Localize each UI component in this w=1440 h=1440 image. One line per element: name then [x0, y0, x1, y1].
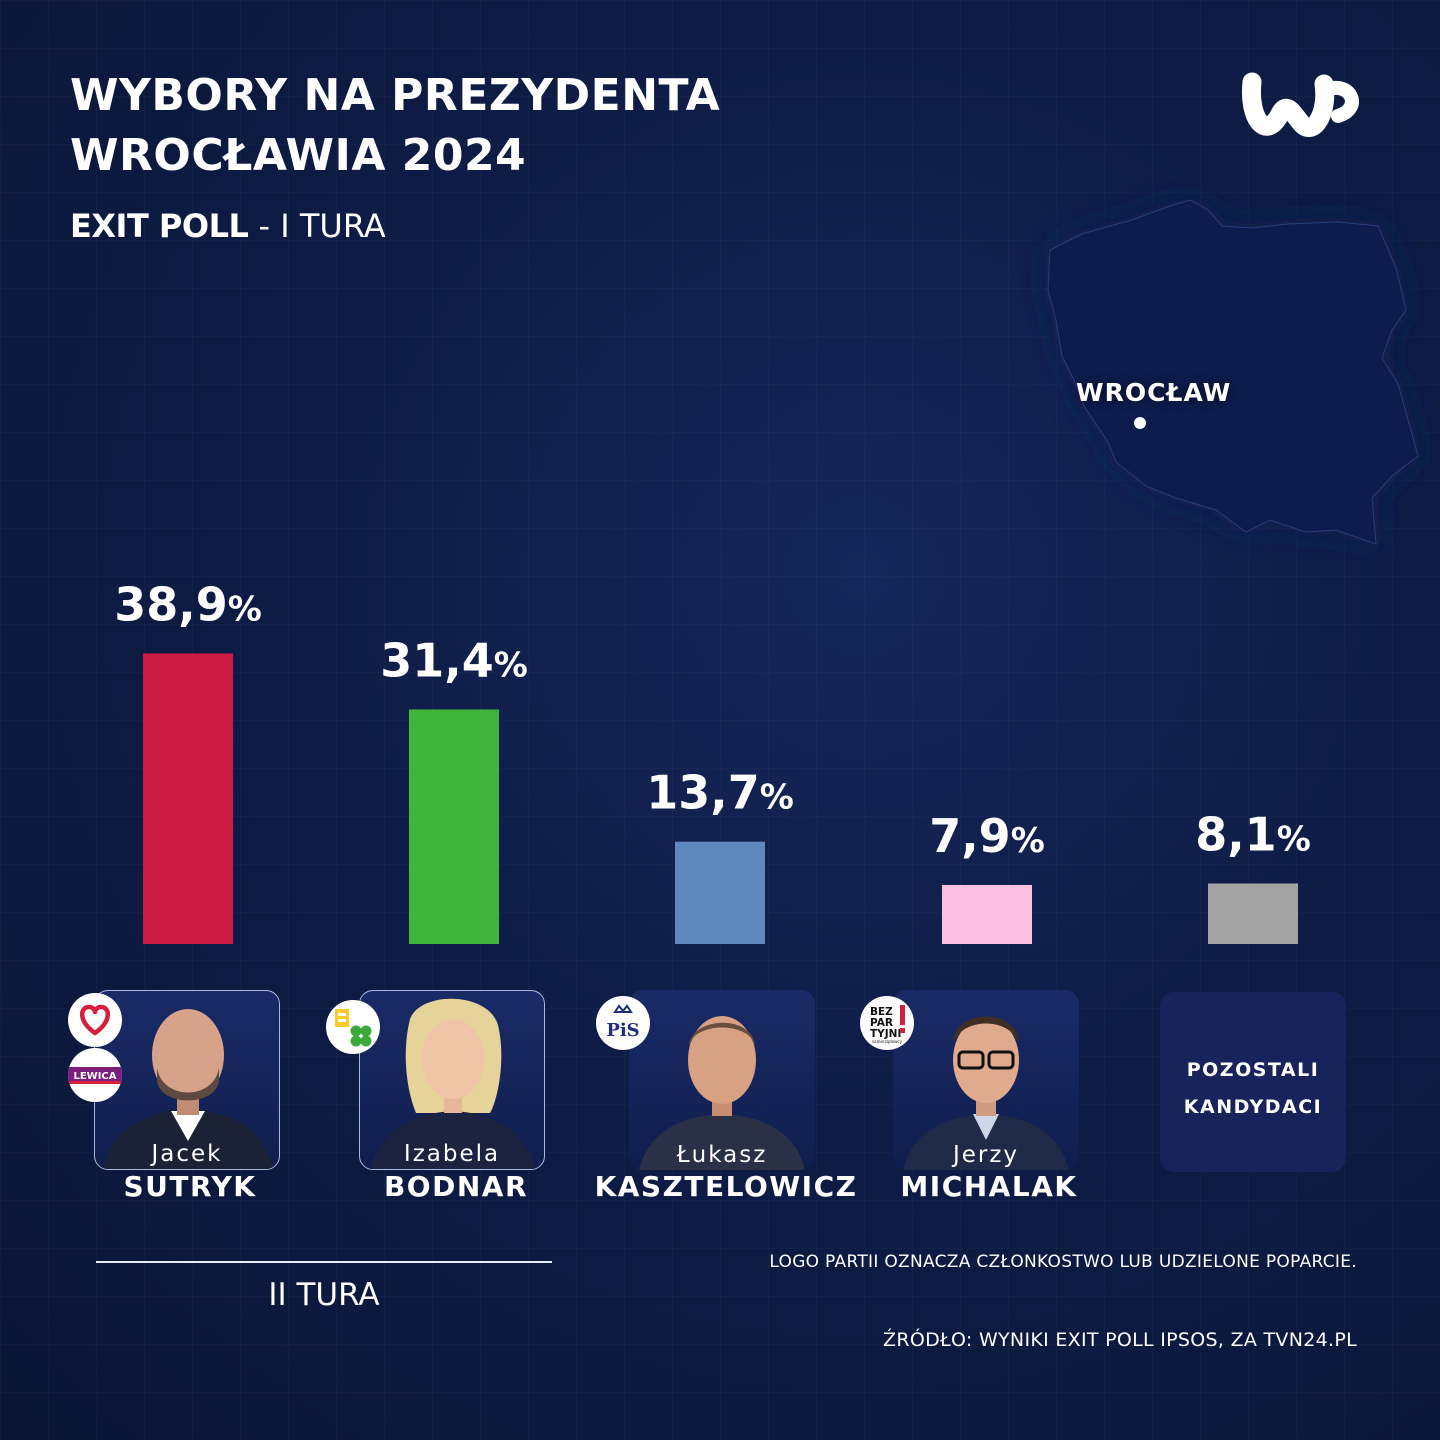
- bar-value-label: 7,9%: [929, 809, 1045, 863]
- candidate-photo: [639, 1016, 805, 1170]
- candidate-card-sutryk: Jacek: [94, 990, 280, 1170]
- candidate-first-name: Jacek: [151, 1141, 223, 1167]
- lewica-badge-icon: LEWICA: [68, 1048, 122, 1102]
- candidate-first-name: Jerzy: [952, 1142, 1020, 1168]
- candidate-last-name: KASZTELOWICZ: [594, 1170, 858, 1203]
- bar-chart: 38,9% 31,4% 13,7% 7,9% 8,1%: [114, 577, 1311, 944]
- others-label: POZOSTALI KANDYDACI: [1183, 1059, 1323, 1118]
- candidate-first-name: Łukasz: [676, 1142, 768, 1168]
- poland-map-icon: [1047, 199, 1419, 545]
- subtitle-bold: EXIT POLL: [70, 207, 249, 245]
- svg-text:samorządowcy: samorządowcy: [872, 1039, 903, 1044]
- svg-text:PiS: PiS: [606, 1020, 639, 1041]
- candidate-last-name: SUTRYK: [123, 1170, 257, 1203]
- subtitle-rest: - I TURA: [248, 207, 386, 245]
- page-title: WYBORY NA PREZYDENTA WROCŁAWIA 2024: [70, 66, 720, 186]
- clover-badge-icon: [326, 1000, 380, 1054]
- party-logo-note: LOGO PARTII OZNACZA CZŁONKOSTWO LUB UDZI…: [769, 1252, 1357, 1272]
- bar-3: [675, 841, 765, 944]
- candidate-card-bodnar: Izabela: [359, 990, 545, 1170]
- bar-value-label: 38,9%: [114, 577, 262, 631]
- subtitle: EXIT POLL - I TURA: [70, 204, 386, 248]
- bar-2: [409, 709, 499, 944]
- candidate-first-name: Izabela: [403, 1141, 501, 1167]
- title-line-2: WROCŁAWIA 2024: [70, 130, 527, 181]
- city-marker: [1134, 417, 1146, 429]
- bar-1: [143, 653, 233, 944]
- others-card: POZOSTALI KANDYDACI: [1160, 992, 1346, 1172]
- bar-value-label: 13,7%: [646, 766, 794, 820]
- candidate-card-michalak: Jerzy: [893, 990, 1079, 1170]
- title-line-1: WYBORY NA PREZYDENTA: [70, 70, 721, 121]
- round-two-divider: [96, 1261, 552, 1263]
- svg-text:BEZ: BEZ: [870, 1006, 893, 1018]
- bar-value-label: 31,4%: [380, 633, 528, 687]
- bar-4: [942, 884, 1032, 944]
- bar-value-label: 8,1%: [1195, 807, 1311, 861]
- bezpartyjni-badge-icon: BEZ PAR TYJNI samorządowcy: [860, 996, 914, 1050]
- svg-text:PAR: PAR: [870, 1017, 893, 1029]
- svg-text:TYJNI: TYJNI: [870, 1028, 901, 1040]
- candidate-photo: [903, 1016, 1069, 1170]
- source-note: ŹRÓDŁO: WYNIKI EXIT POLL IPSOS, ZA TVN24…: [883, 1329, 1357, 1351]
- candidate-card-kasztelowicz: Łukasz: [629, 990, 815, 1170]
- pis-badge-icon: PiS: [596, 996, 650, 1050]
- candidate-photo: [103, 1009, 273, 1169]
- candidate-last-name: BODNAR: [383, 1170, 529, 1203]
- bar-5: [1208, 883, 1298, 944]
- wp-logo-icon: [1241, 72, 1359, 137]
- candidate-last-name: MICHALAK: [900, 1170, 1078, 1203]
- city-label: WROCŁAW: [1076, 378, 1232, 407]
- candidate-photo: [370, 998, 536, 1169]
- heart-badge-icon: [68, 993, 122, 1047]
- svg-text:LEWICA: LEWICA: [73, 1071, 116, 1082]
- round-two-label: II TURA: [268, 1277, 380, 1313]
